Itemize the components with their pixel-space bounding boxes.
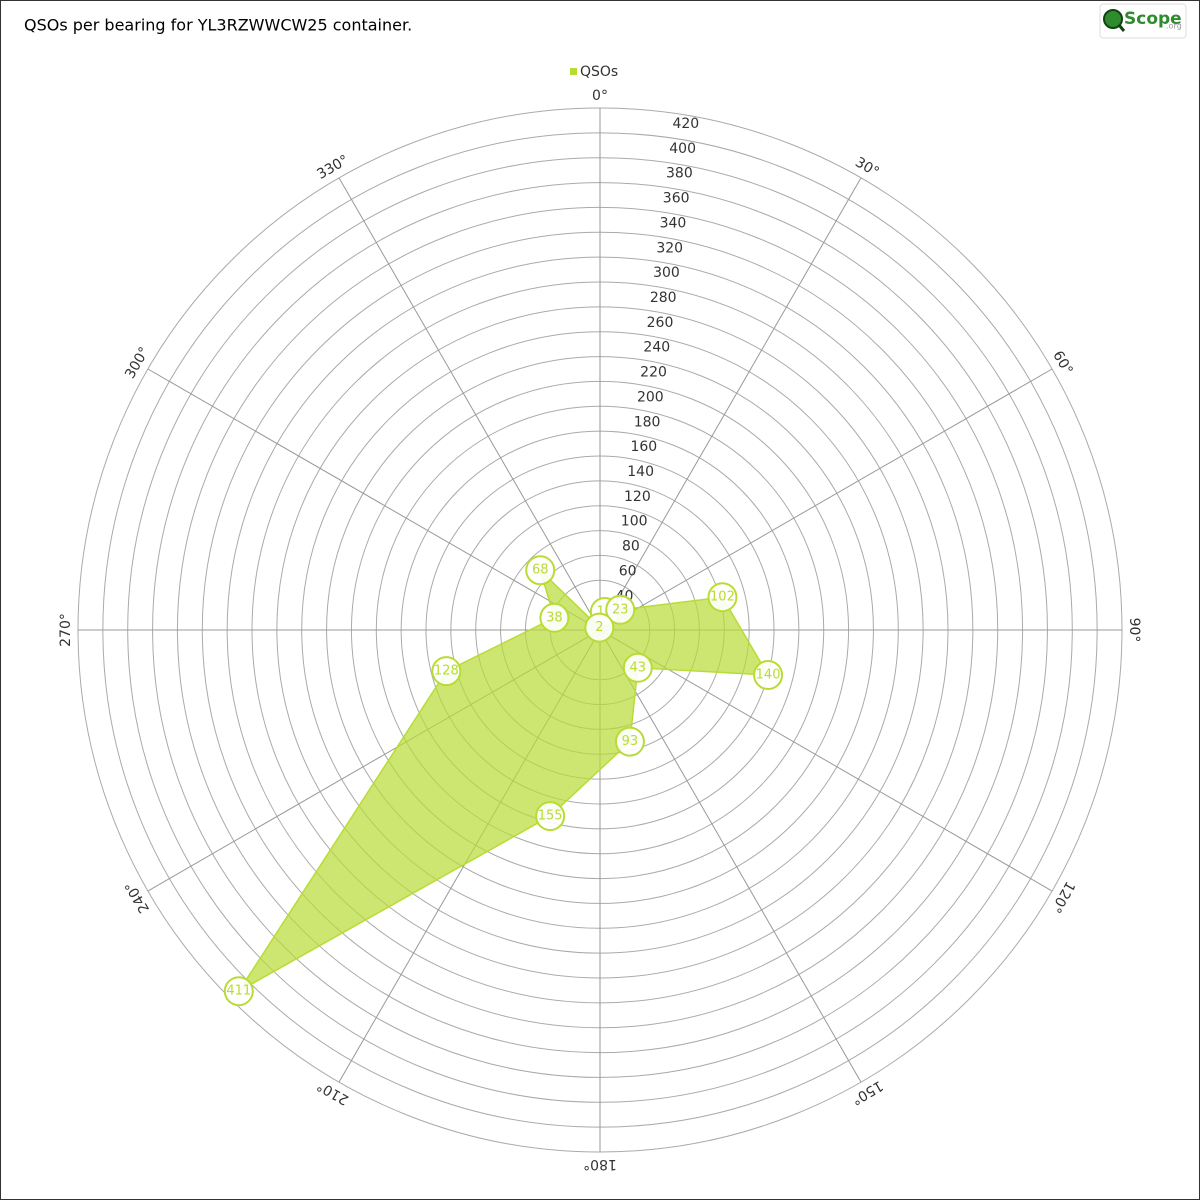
logo-text: Scope — [1124, 9, 1182, 29]
data-label: 2 — [595, 620, 603, 635]
r-tick-label: 400 — [669, 141, 696, 157]
data-label: 68 — [532, 563, 549, 578]
point — [614, 726, 645, 757]
r-tick-label: 380 — [666, 166, 693, 182]
r-tick-label: 280 — [650, 290, 677, 306]
spoke — [599, 177, 862, 631]
r-tick-label: 340 — [660, 215, 687, 231]
angle-label: 330° — [314, 152, 351, 183]
r-tick-label: 260 — [647, 315, 674, 331]
r-tick-label: 100 — [621, 514, 648, 530]
data-label: 102 — [710, 590, 735, 605]
point — [707, 582, 738, 613]
spoke — [338, 177, 601, 631]
r-tick-label: 240 — [643, 340, 670, 356]
angle-label: 300° — [122, 344, 153, 381]
logo-icon — [1103, 9, 1123, 29]
area — [238, 567, 770, 992]
spoke — [599, 629, 1053, 892]
spoke — [599, 629, 862, 1083]
r-tick-label: 420 — [672, 116, 699, 132]
r-tick-label: 120 — [624, 489, 651, 505]
angle-label: 270° — [58, 613, 74, 647]
angle-label: 120° — [1047, 878, 1078, 915]
r-tick-label: 360 — [663, 191, 690, 207]
point — [584, 612, 615, 643]
angle-label: 150° — [848, 1077, 885, 1108]
spoke — [147, 368, 601, 631]
data-label: 411 — [226, 984, 251, 999]
angle-label: 210° — [314, 1077, 351, 1108]
legend: QSOs — [570, 64, 618, 80]
data-label: 128 — [434, 664, 459, 679]
r-tick-label: 140 — [627, 464, 654, 480]
legend-swatch — [570, 68, 577, 75]
r-tick-label: 180 — [634, 414, 661, 430]
point — [605, 594, 636, 625]
point — [622, 652, 653, 683]
r-tick-label: 80 — [622, 539, 640, 555]
angle-label: 60° — [1049, 348, 1075, 378]
r-tick-label: 200 — [637, 389, 664, 405]
angle-label: 0° — [592, 88, 608, 104]
r-tick-label: 60 — [619, 563, 637, 579]
chart-title: QSOs per bearing for YL3RZWWCW25 contain… — [24, 16, 412, 35]
angle-label: 180° — [583, 1156, 617, 1172]
r-tick-label: 160 — [630, 439, 657, 455]
r-tick-label: 220 — [640, 365, 667, 381]
logo-icon — [1117, 24, 1126, 32]
data-label: 140 — [756, 668, 781, 683]
data-label: 38 — [546, 610, 563, 625]
point — [525, 555, 556, 586]
point — [223, 976, 254, 1007]
point — [431, 656, 462, 687]
r-tick-label: 320 — [656, 240, 683, 256]
data-label: 43 — [630, 660, 647, 675]
logo: Scope .org — [1099, 3, 1187, 39]
legend-label[interactable]: QSOs — [580, 64, 618, 80]
data-label: 93 — [622, 734, 639, 749]
data-label: 155 — [538, 809, 563, 824]
spoke — [599, 368, 1053, 631]
point — [753, 660, 784, 691]
data-label: 23 — [612, 602, 629, 617]
angle-label: 240° — [122, 878, 153, 915]
angle-label: 90° — [1126, 618, 1142, 643]
angle-label: 30° — [852, 154, 882, 180]
point — [535, 801, 566, 832]
logo-suffix: .org — [1166, 22, 1182, 31]
point — [539, 602, 570, 633]
r-tick-label: 300 — [653, 265, 680, 281]
